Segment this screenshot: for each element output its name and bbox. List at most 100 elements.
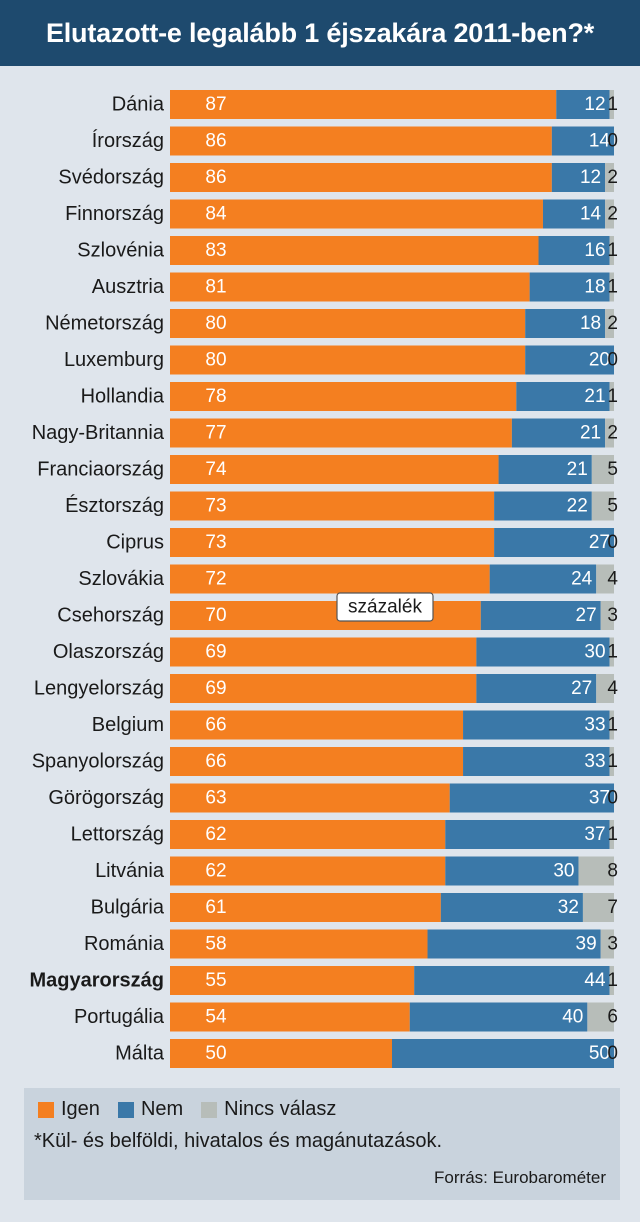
category-label: Franciaország bbox=[37, 459, 164, 481]
data-label-no: 18 bbox=[580, 313, 601, 334]
data-label-yes: 73 bbox=[205, 496, 226, 517]
data-label-none: 1 bbox=[607, 277, 618, 298]
bar-none bbox=[591, 491, 614, 521]
bar-none bbox=[609, 90, 614, 119]
bar-no bbox=[542, 199, 606, 229]
bar-yes bbox=[170, 637, 477, 667]
bar-no bbox=[556, 90, 610, 119]
category-label: Málta bbox=[115, 1043, 165, 1065]
bar-no bbox=[440, 893, 583, 922]
category-label: Portugália bbox=[74, 1006, 165, 1028]
data-label-yes: 83 bbox=[205, 240, 226, 261]
data-label-none: 2 bbox=[607, 423, 618, 444]
data-label-no: 44 bbox=[584, 970, 606, 991]
bar-yes bbox=[170, 455, 499, 484]
data-label-no: 22 bbox=[567, 496, 588, 517]
data-label-no: 12 bbox=[584, 94, 605, 115]
data-label-none: 1 bbox=[607, 751, 618, 772]
data-label-none: 5 bbox=[607, 496, 618, 517]
bar-yes bbox=[170, 1002, 410, 1032]
bar-yes bbox=[170, 966, 415, 995]
bar-no bbox=[489, 564, 597, 594]
data-label-no: 18 bbox=[584, 277, 605, 298]
category-label: Bulgária bbox=[91, 897, 165, 919]
category-label: Németország bbox=[45, 313, 164, 335]
legend-panel: Igen Nem Nincs válasz *Kül- és belföldi,… bbox=[24, 1088, 620, 1200]
data-label-yes: 50 bbox=[205, 1043, 226, 1064]
bar-yes bbox=[170, 345, 526, 375]
data-label-none: 4 bbox=[607, 569, 618, 590]
data-label-none: 1 bbox=[607, 970, 618, 991]
bar-no bbox=[525, 309, 606, 338]
category-label: Finnország bbox=[65, 203, 164, 225]
data-label-yes: 55 bbox=[205, 970, 226, 991]
data-label-no: 21 bbox=[580, 423, 601, 444]
data-label-no: 32 bbox=[558, 897, 579, 918]
category-label: Lengyelország bbox=[34, 678, 164, 700]
bar-yes bbox=[170, 163, 552, 192]
data-label-none: 1 bbox=[607, 94, 618, 115]
bar-no bbox=[529, 272, 610, 302]
bar-no bbox=[449, 783, 614, 813]
data-label-yes: 84 bbox=[205, 204, 227, 225]
legend-item-yes: Igen bbox=[38, 1098, 100, 1121]
bar-yes bbox=[170, 929, 428, 959]
bar-no bbox=[494, 528, 614, 557]
data-label-none: 0 bbox=[607, 1043, 618, 1064]
bar-yes bbox=[170, 491, 495, 521]
data-label-none: 0 bbox=[607, 350, 618, 371]
data-label-yes: 70 bbox=[205, 605, 226, 626]
data-label-none: 1 bbox=[607, 642, 618, 663]
data-label-none: 5 bbox=[607, 459, 618, 480]
bar-none bbox=[600, 929, 614, 959]
bar-no bbox=[538, 236, 610, 265]
bar-no bbox=[476, 637, 610, 667]
unit-callout-label: százalék bbox=[348, 597, 422, 618]
category-label: Nagy-Britannia bbox=[32, 422, 165, 444]
bar-no bbox=[525, 345, 614, 375]
data-label-none: 6 bbox=[607, 1007, 618, 1028]
data-label-yes: 80 bbox=[205, 313, 226, 334]
data-label-yes: 77 bbox=[205, 423, 226, 444]
category-label: Szlovákia bbox=[78, 568, 164, 590]
legend-swatch-none bbox=[201, 1101, 218, 1118]
data-label-yes: 58 bbox=[205, 934, 226, 955]
bar-no bbox=[463, 747, 610, 776]
category-label: Svédország bbox=[58, 167, 164, 189]
legend-label-none: Nincs válasz bbox=[224, 1098, 337, 1120]
bar-yes bbox=[170, 820, 446, 849]
data-label-none: 2 bbox=[607, 204, 618, 225]
category-label: Hollandia bbox=[81, 386, 165, 408]
data-label-yes: 69 bbox=[205, 642, 226, 663]
data-label-no: 14 bbox=[580, 204, 602, 225]
bar-yes bbox=[170, 126, 552, 156]
data-label-yes: 61 bbox=[205, 897, 226, 918]
bar-none bbox=[605, 309, 614, 338]
bar-no bbox=[498, 455, 592, 484]
data-label-no: 37 bbox=[584, 824, 605, 845]
data-label-yes: 66 bbox=[205, 715, 226, 736]
bar-none bbox=[591, 455, 614, 484]
bar-yes bbox=[170, 710, 464, 740]
bar-yes bbox=[170, 856, 446, 886]
category-label: Románia bbox=[84, 933, 165, 955]
data-label-no: 33 bbox=[584, 751, 605, 772]
bar-yes bbox=[170, 90, 557, 119]
data-label-yes: 86 bbox=[205, 131, 226, 152]
data-label-no: 21 bbox=[567, 459, 588, 480]
legend-label-yes: Igen bbox=[61, 1098, 100, 1120]
data-label-none: 1 bbox=[607, 715, 618, 736]
data-label-yes: 80 bbox=[205, 350, 226, 371]
category-label: Belgium bbox=[92, 714, 164, 736]
legend-item-none: Nincs válasz bbox=[201, 1098, 336, 1121]
data-label-none: 7 bbox=[607, 897, 618, 918]
data-label-yes: 62 bbox=[205, 824, 226, 845]
data-label-none: 1 bbox=[607, 824, 618, 845]
data-label-none: 3 bbox=[607, 605, 618, 626]
bar-yes bbox=[170, 418, 512, 448]
bar-no bbox=[445, 820, 610, 849]
category-label: Ciprus bbox=[106, 532, 164, 554]
bar-no bbox=[516, 382, 610, 411]
bar-yes bbox=[170, 528, 495, 557]
